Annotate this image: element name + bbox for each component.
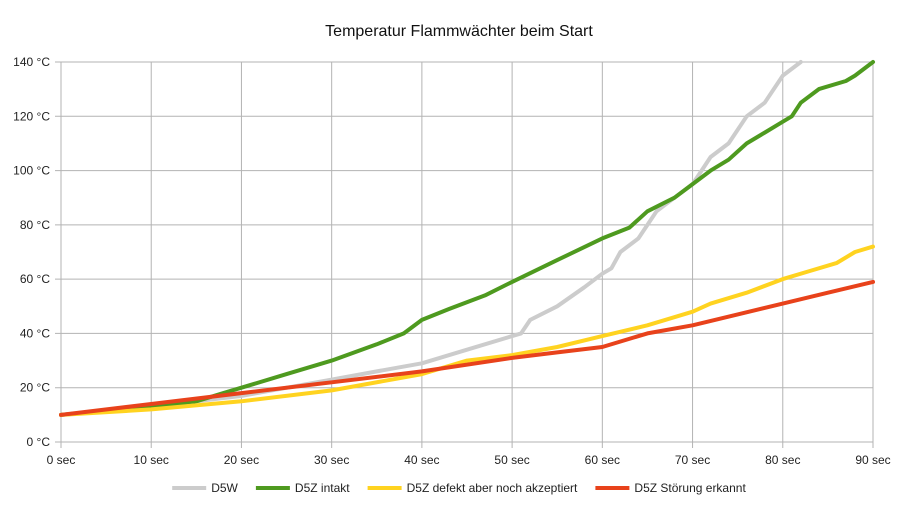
- legend-item: D5Z defekt aber noch akzeptiert: [367, 481, 578, 495]
- plot-area-border: [60, 61, 874, 443]
- series-line: [59, 279, 875, 417]
- series-line: [59, 60, 803, 417]
- series-line: [59, 60, 875, 417]
- legend-label: D5Z Störung erkannt: [634, 481, 746, 495]
- legend-label: D5Z defekt aber noch akzeptiert: [407, 481, 578, 495]
- y-axis-tick-labels: 0 °C 20 °C 40 °C 60 °C 80 °C 100 °C 120 °C 140 …: [13, 55, 50, 449]
- chart-grid: [55, 61, 874, 448]
- legend-item: D5W: [172, 481, 239, 495]
- x-tick-label: 70 sec: [675, 453, 710, 467]
- legend-label: D5Z intakt: [295, 481, 350, 495]
- legend-item: D5Z Störung erkannt: [595, 481, 746, 495]
- chart-legend: D5W D5Z intakt D5Z defekt aber noch akzept…: [172, 481, 746, 495]
- y-tick-label: 60 °C: [20, 272, 50, 286]
- x-tick-label: 90 sec: [855, 453, 890, 467]
- y-tick-label: 40 °C: [20, 326, 50, 340]
- x-axis-tick-labels: 0 sec 10 sec 20 sec 30 sec 40 sec 50 sec 60 se…: [47, 453, 891, 467]
- y-tick-label: 20 °C: [20, 381, 50, 395]
- x-tick-label: 60 sec: [585, 453, 620, 467]
- legend-label: D5W: [211, 481, 238, 495]
- x-tick-label: 40 sec: [404, 453, 439, 467]
- chart-title: Temperatur Flammwächter beim Start: [325, 23, 593, 40]
- x-tick-label: 10 sec: [134, 453, 169, 467]
- chart-axes: [60, 61, 874, 443]
- x-tick-label: 0 sec: [47, 453, 76, 467]
- series-lines: [59, 60, 875, 417]
- legend-item: D5Z intakt: [255, 481, 350, 495]
- y-tick-label: 100 °C: [13, 164, 50, 178]
- x-tick-label: 50 sec: [494, 453, 529, 467]
- x-tick-label: 80 sec: [765, 453, 800, 467]
- x-tick-label: 30 sec: [314, 453, 349, 467]
- x-tick-label: 20 sec: [224, 453, 259, 467]
- y-tick-label: 80 °C: [20, 218, 50, 232]
- series-line: [59, 244, 875, 417]
- y-tick-label: 0 °C: [27, 435, 51, 449]
- y-tick-label: 120 °C: [13, 109, 50, 123]
- y-tick-label: 140 °C: [13, 55, 50, 69]
